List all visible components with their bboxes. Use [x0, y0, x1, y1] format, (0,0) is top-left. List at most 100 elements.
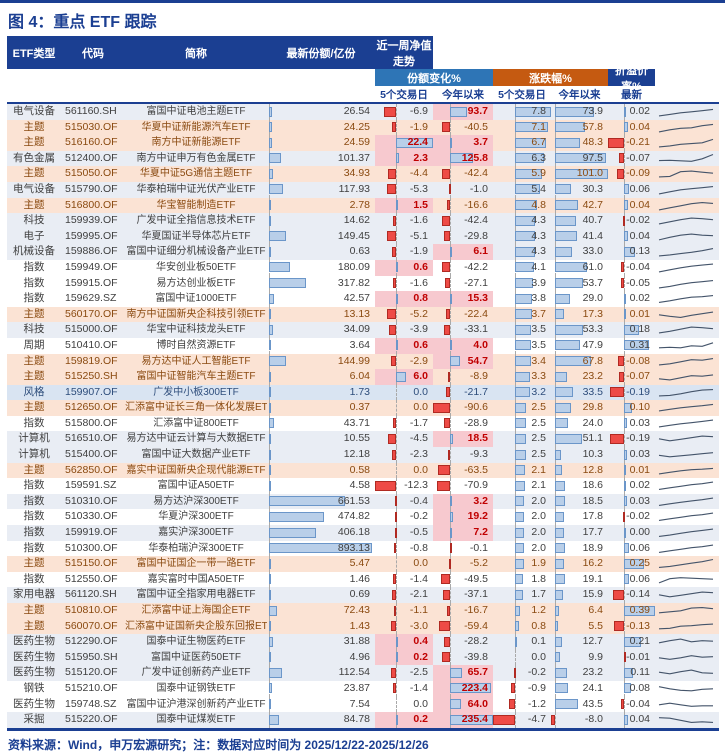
latest-share-cell: 0.37	[267, 400, 375, 416]
latest-share-cell: 34.93	[267, 166, 375, 182]
table-row: 指数 159919.OF 嘉实沪深300ETF 406.18 -0.5 7.2 2.0 17.…	[7, 525, 719, 541]
price-change-5d-cell: 4.1	[493, 259, 551, 276]
price-change-5d-cell: 0.1	[493, 634, 551, 650]
latest-share-cell: 0.63	[267, 244, 375, 260]
share-change-ytd-cell-bar	[449, 527, 452, 538]
etf-type-cell: 周期	[23, 338, 45, 351]
price-change-ytd-cell-bar	[555, 340, 581, 351]
share-change-5d-cell-bar	[394, 496, 397, 507]
share-change-5d-cell: 1.5	[375, 197, 433, 214]
latest-share-value: 72.43	[343, 604, 370, 616]
price-change-5d-cell-value: 0.0	[531, 650, 546, 663]
premium-rate-cell-value: 0.04	[629, 229, 650, 242]
share-change-ytd-cell-zero-axis	[449, 400, 451, 416]
premium-rate-cell-bar	[624, 309, 627, 320]
price-change-5d-cell-value: 2.5	[531, 416, 546, 429]
price-change-ytd-cell-value: 18.6	[582, 479, 603, 492]
premium-rate-cell-value: 0.06	[629, 541, 650, 554]
weekly-nav-sparkline	[658, 388, 714, 397]
price-change-ytd-cell-bar	[555, 418, 568, 429]
share-change-ytd-cell-bar	[441, 262, 450, 273]
share-change-ytd-cell-bar	[449, 511, 454, 522]
premium-rate-cell-bar	[613, 589, 625, 600]
share-change-ytd-cell: -63.5	[433, 462, 493, 479]
price-change-ytd-cell-bar	[555, 153, 607, 164]
latest-share-value: 34.09	[343, 323, 370, 336]
etf-code-cell: 515210.OF	[65, 681, 118, 694]
price-change-ytd-cell: 73.9	[551, 104, 608, 120]
price-change-ytd-cell-value: 101.0	[576, 167, 603, 180]
premium-rate-cell: 0.04	[608, 197, 655, 214]
share-change-5d-cell-value: -0.2	[409, 510, 428, 523]
etf-name-cell: 汇添富中证长三角一体化发展ETF	[125, 402, 267, 414]
table-row: 医药生物 515120.OF 广发中证创新药产业ETF 112.54 -2.5 65.7 -…	[7, 665, 719, 681]
price-change-ytd-cell-bar	[555, 246, 573, 257]
price-change-5d-cell-value: 6.7	[531, 136, 546, 149]
weekly-nav-sparkline	[658, 170, 714, 178]
premium-rate-cell-bar	[618, 153, 625, 164]
col-header-code: 代码	[61, 36, 125, 69]
sparkline-cell	[655, 198, 719, 214]
share-change-5d-cell: 22.4	[375, 135, 433, 151]
table-row: 主题 515250.SH 富国中证智能汽车主题ETF 6.04 6.0 -8.9 3.3 23…	[7, 369, 719, 385]
share-change-ytd-cell: -22.4	[433, 306, 493, 323]
etf-type-cell: 电气设备	[13, 182, 55, 195]
etf-type-cell: 计算机	[18, 432, 50, 445]
premium-rate-cell: -0.07	[608, 369, 655, 385]
price-change-ytd-cell-bar	[555, 402, 571, 413]
share-change-5d-cell-bar	[395, 340, 398, 351]
share-change-ytd-cell-bar	[444, 636, 450, 647]
price-change-5d-cell-value: 1.2	[531, 604, 546, 616]
price-change-ytd-cell: 29.0	[551, 291, 608, 307]
premium-rate-cell-zero-axis	[624, 135, 626, 151]
etf-code-cell: 515220.OF	[65, 713, 118, 726]
etf-type-cell: 主题	[23, 167, 45, 180]
share-change-5d-cell: -1.7	[375, 415, 433, 432]
share-change-ytd-cell: 4.0	[433, 337, 493, 354]
share-change-ytd-cell: -16.7	[433, 603, 493, 619]
share-change-5d-cell-value: 0.8	[413, 292, 428, 305]
price-change-5d-cell: 3.3	[493, 369, 551, 385]
etf-code-cell: 560070.OF	[65, 619, 118, 632]
price-change-ytd-cell-value: 67.8	[582, 354, 603, 367]
price-change-ytd-cell: 15.9	[551, 587, 608, 603]
etf-name-cell: 富国中证医药50ETF	[150, 651, 241, 663]
latest-share-bar	[269, 231, 287, 242]
share-change-ytd-cell: 19.2	[433, 509, 493, 526]
latest-share-cell: 1.43	[267, 618, 375, 635]
table-row: 医药生物 159748.SZ 富国中证沪港深创新药产业ETF 7.54 0.0 64.0 -…	[7, 696, 719, 713]
sparkline-cell	[655, 322, 719, 338]
premium-rate-cell: 0.03	[608, 415, 655, 432]
latest-share-cell: 43.71	[267, 415, 375, 432]
etf-type-cell: 机械设备	[13, 245, 55, 258]
etf-name-cell: 汇添富中证上海国企ETF	[141, 605, 251, 616]
share-change-5d-cell: 0.0	[375, 400, 433, 416]
share-change-ytd-cell-value: 54.7	[467, 354, 488, 367]
price-change-ytd-cell: 61.0	[551, 259, 608, 276]
etf-name-cell: 南方中证国新央企科技引领ETF	[126, 308, 266, 320]
sparkline-cell	[655, 447, 719, 463]
premium-rate-cell-bar	[614, 621, 625, 632]
price-change-ytd-cell: 53.7	[551, 275, 608, 292]
etf-type-cell: 医药生物	[13, 650, 55, 663]
price-change-ytd-cell-value: 29.8	[582, 401, 603, 414]
etf-type-cell: 指数	[23, 526, 45, 539]
price-change-5d-cell-value: 4.1	[531, 260, 546, 273]
latest-share-cell: 31.88	[267, 634, 375, 650]
share-change-ytd-cell: 64.0	[433, 696, 493, 713]
weekly-nav-sparkline	[658, 686, 714, 692]
price-change-5d-cell-bar	[514, 215, 535, 226]
table-row: 计算机 515400.OF 富国中证大数据产业ETF 12.18 -2.3 -9.3 2.5…	[7, 447, 719, 463]
price-change-5d-cell: 2.5	[493, 415, 551, 432]
premium-rate-cell-bar	[622, 215, 625, 226]
weekly-nav-sparkline	[658, 544, 714, 553]
price-change-5d-cell-zero-axis	[514, 696, 516, 713]
price-change-ytd-cell: 12.8	[551, 462, 608, 479]
share-change-5d-cell: -2.9	[375, 353, 433, 370]
sub-header-price-5d: 5个交易日	[493, 86, 551, 102]
share-change-ytd-cell-bar	[441, 168, 450, 179]
share-change-ytd-cell: -5.2	[433, 556, 493, 572]
price-change-ytd-cell-value: 40.7	[582, 214, 603, 227]
share-change-5d-cell-value: 0.2	[413, 650, 428, 663]
premium-rate-cell-value: 0.04	[629, 713, 650, 726]
